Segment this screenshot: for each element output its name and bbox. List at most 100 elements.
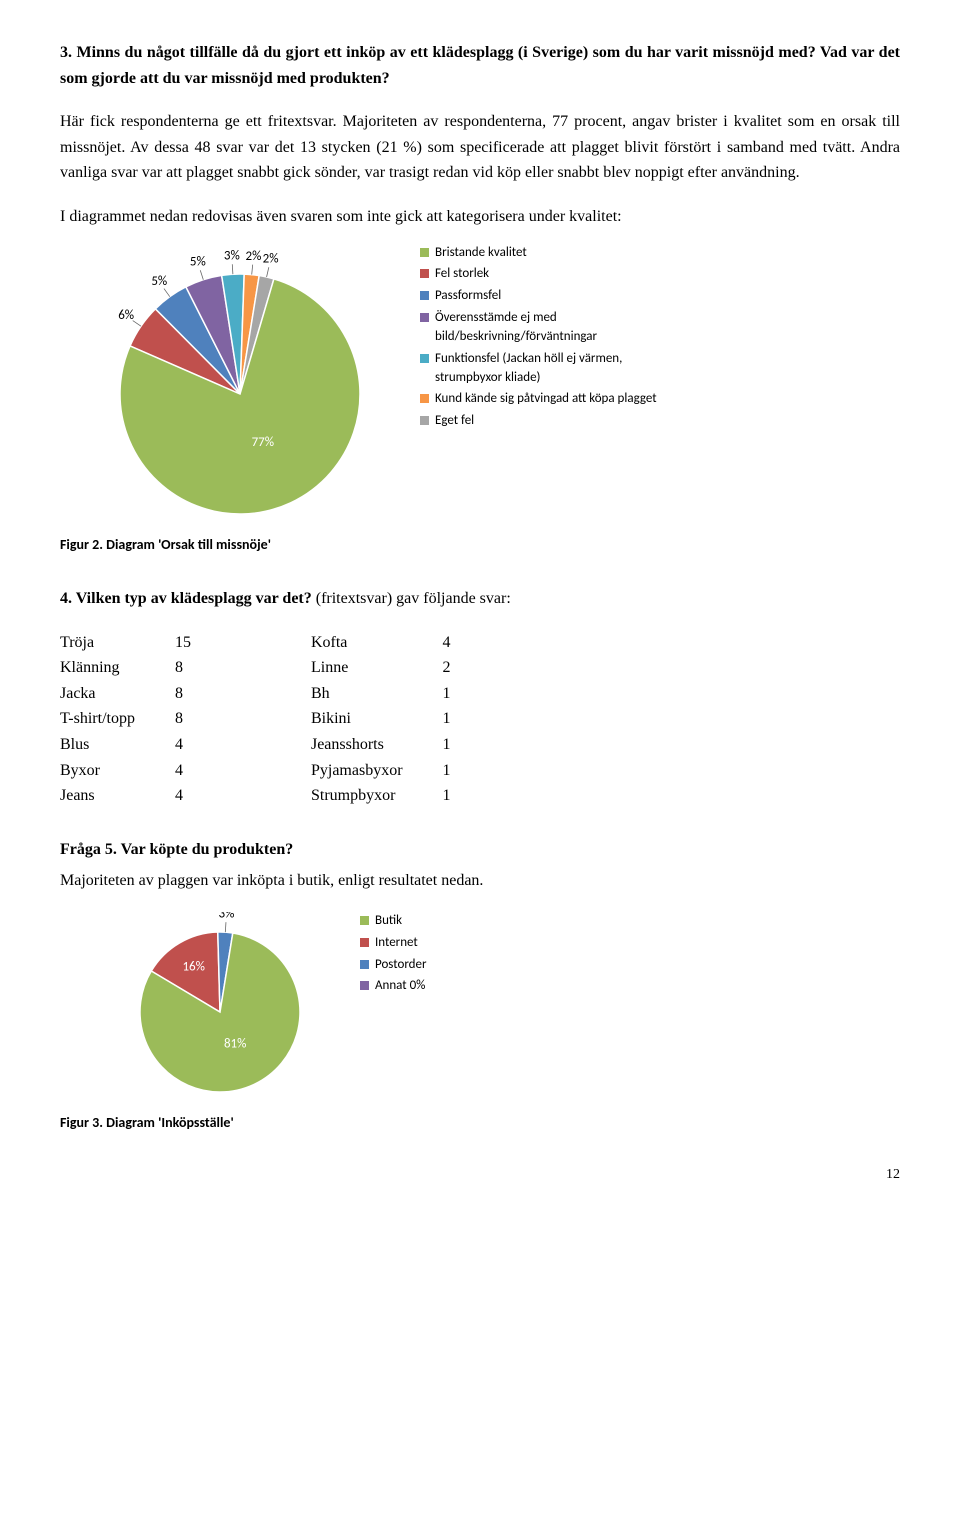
legend-item: Butik xyxy=(360,912,427,931)
table-row: Tröja15 xyxy=(60,630,231,656)
pie-pct-label: 81% xyxy=(224,1037,246,1052)
chart1-block: 6%5%5%3%2%2%77% Bristande kvalitetFel st… xyxy=(90,244,900,524)
legend-item: Annat 0% xyxy=(360,977,427,996)
pie-pct-label: 3% xyxy=(219,912,235,921)
legend-item: Överensstämde ej med bild/beskrivning/fö… xyxy=(420,309,665,347)
table-row: Jeansshorts1 xyxy=(311,732,491,758)
pie-pct-label: 2% xyxy=(263,251,279,266)
legend-label: Eget fel xyxy=(435,412,474,431)
table-cell: 4 xyxy=(175,732,231,758)
table-row: T-shirt/topp8 xyxy=(60,706,231,732)
legend-swatch xyxy=(360,981,369,990)
table-cell: 1 xyxy=(443,681,491,707)
table-cell: 8 xyxy=(175,706,231,732)
pie-pct-label: 3% xyxy=(224,248,240,263)
table-cell: 8 xyxy=(175,681,231,707)
table-cell: Strumpbyxor xyxy=(311,783,443,809)
table-cell: Linne xyxy=(311,655,443,681)
table-row: Strumpbyxor1 xyxy=(311,783,491,809)
table-cell: 4 xyxy=(175,758,231,784)
q4-title-rest: (fritextsvar) gav följande svar: xyxy=(312,590,511,607)
legend-swatch xyxy=(420,291,429,300)
chart2-block: 16%3%81% ButikInternetPostorderAnnat 0% xyxy=(120,912,900,1102)
chart2-pie: 16%3%81% xyxy=(120,912,320,1102)
legend-label: Passformsfel xyxy=(435,287,501,306)
legend-item: Eget fel xyxy=(420,412,665,431)
legend-swatch xyxy=(420,354,429,363)
table-cell: Jacka xyxy=(60,681,175,707)
legend-label: Funktionsfel (Jackan höll ej värmen, str… xyxy=(435,350,665,388)
legend-item: Fel storlek xyxy=(420,265,665,284)
legend-swatch xyxy=(420,394,429,403)
legend-item: Passformsfel xyxy=(420,287,665,306)
q5-body: Majoriteten av plaggen var inköpta i but… xyxy=(60,868,900,894)
table-row: Jeans4 xyxy=(60,783,231,809)
legend-label: Internet xyxy=(375,934,418,953)
table-cell: Byxor xyxy=(60,758,175,784)
legend-swatch xyxy=(360,938,369,947)
table-cell: 1 xyxy=(443,732,491,758)
pie-pct-label: 77% xyxy=(252,435,274,450)
table-row: Klänning8 xyxy=(60,655,231,681)
table-row: Kofta4 xyxy=(311,630,491,656)
table-cell: Blus xyxy=(60,732,175,758)
q3-intro2: I diagrammet nedan redovisas även svaren… xyxy=(60,204,900,230)
page-number: 12 xyxy=(60,1164,900,1186)
table-row: Jacka8 xyxy=(60,681,231,707)
table-row: Bikini1 xyxy=(311,706,491,732)
table-cell: Tröja xyxy=(60,630,175,656)
q5-title: Fråga 5. Var köpte du produkten? xyxy=(60,837,900,863)
table-cell: 1 xyxy=(443,783,491,809)
table-row: Linne2 xyxy=(311,655,491,681)
legend-item: Funktionsfel (Jackan höll ej värmen, str… xyxy=(420,350,665,388)
table-cell: 1 xyxy=(443,706,491,732)
table-row: Blus4 xyxy=(60,732,231,758)
chart1-pie: 6%5%5%3%2%2%77% xyxy=(90,244,390,524)
table-cell: 2 xyxy=(443,655,491,681)
chart1-caption: Figur 2. Diagram 'Orsak till missnöje' xyxy=(60,534,900,556)
q4-table-left: Tröja15Klänning8Jacka8T-shirt/topp8Blus4… xyxy=(60,630,231,809)
q3-title-bold: 3. Minns du något tillfälle då du gjort … xyxy=(60,44,900,87)
legend-label: Kund kände sig påtvingad att köpa plagge… xyxy=(435,390,657,409)
q4-title: 4. Vilken typ av klädesplagg var det? (f… xyxy=(60,586,900,612)
q4-table-right: Kofta4Linne2Bh1Bikini1Jeansshorts1Pyjama… xyxy=(311,630,491,809)
legend-swatch xyxy=(420,313,429,322)
table-cell: Pyjamasbyxor xyxy=(311,758,443,784)
pie-pct-label: 5% xyxy=(151,274,167,289)
legend-swatch xyxy=(360,960,369,969)
legend-swatch xyxy=(360,916,369,925)
legend-label: Överensstämde ej med bild/beskrivning/fö… xyxy=(435,309,665,347)
legend-swatch xyxy=(420,248,429,257)
table-cell: Bh xyxy=(311,681,443,707)
table-row: Byxor4 xyxy=(60,758,231,784)
table-row: Bh1 xyxy=(311,681,491,707)
legend-label: Butik xyxy=(375,912,402,931)
legend-item: Kund kände sig påtvingad att köpa plagge… xyxy=(420,390,665,409)
table-cell: Jeans xyxy=(60,783,175,809)
legend-label: Bristande kvalitet xyxy=(435,244,527,263)
table-cell: Klänning xyxy=(60,655,175,681)
chart2-caption: Figur 3. Diagram 'Inköpsställe' xyxy=(60,1112,900,1134)
table-cell: Jeansshorts xyxy=(311,732,443,758)
legend-item: Bristande kvalitet xyxy=(420,244,665,263)
table-row: Pyjamasbyxor1 xyxy=(311,758,491,784)
legend-swatch xyxy=(420,269,429,278)
legend-label: Postorder xyxy=(375,956,427,975)
legend-item: Internet xyxy=(360,934,427,953)
table-cell: 1 xyxy=(443,758,491,784)
q4-title-bold: 4. Vilken typ av klädesplagg var det? xyxy=(60,590,312,607)
table-cell: 4 xyxy=(443,630,491,656)
legend-label: Annat 0% xyxy=(375,977,425,996)
chart1-legend: Bristande kvalitet Fel storlek Passformsfe… xyxy=(420,244,665,435)
table-cell: 8 xyxy=(175,655,231,681)
pie-pct-label: 6% xyxy=(118,308,134,323)
chart2-legend: Butik Internet Postorder Annat 0% xyxy=(360,912,427,999)
legend-label: Fel storlek xyxy=(435,265,489,284)
legend-swatch xyxy=(420,416,429,425)
table-cell: 4 xyxy=(175,783,231,809)
pie-pct-label: 2% xyxy=(246,248,262,263)
q3-title: 3. Minns du något tillfälle då du gjort … xyxy=(60,40,900,91)
table-cell: T-shirt/topp xyxy=(60,706,175,732)
legend-item: Postorder xyxy=(360,956,427,975)
table-cell: Bikini xyxy=(311,706,443,732)
